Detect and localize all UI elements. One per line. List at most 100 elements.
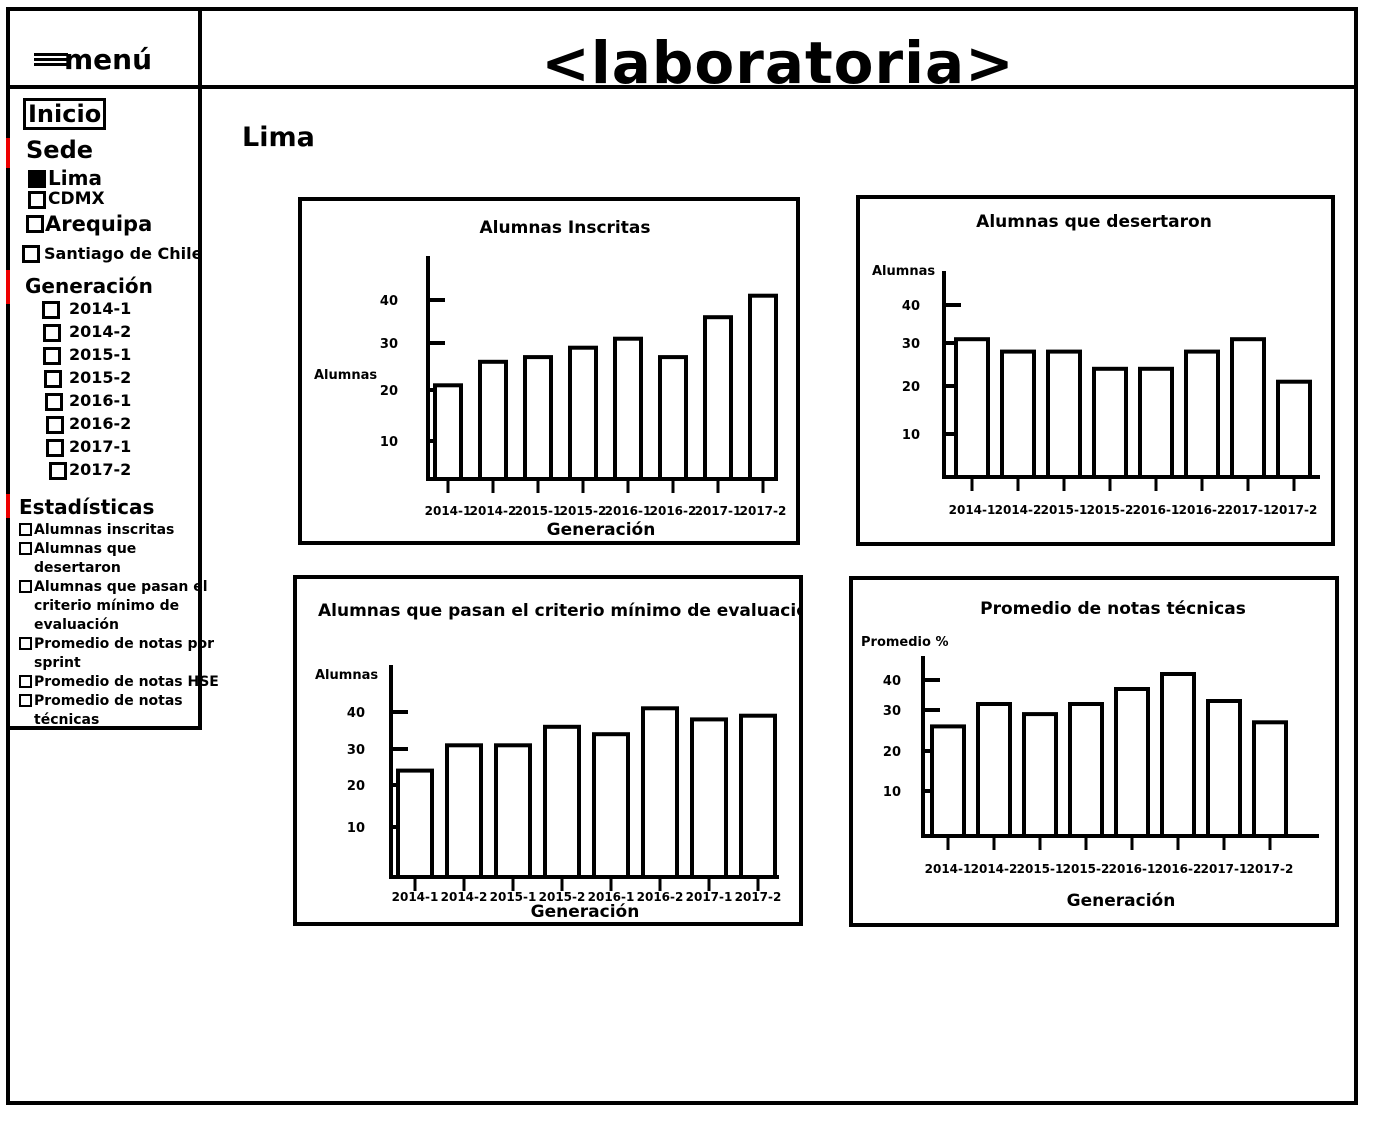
- generation-checkbox[interactable]: [42, 301, 60, 319]
- x-tick-label: 2017-2: [740, 504, 787, 518]
- stat-option-label[interactable]: Alumnas que: [34, 541, 137, 557]
- generation-checkbox[interactable]: [43, 347, 61, 365]
- y-tick-label: 10: [902, 428, 920, 443]
- bar: [1022, 712, 1058, 839]
- x-tick-label: 2015-1: [1041, 503, 1088, 517]
- x-tick-label: 2017-2: [1247, 862, 1294, 876]
- x-tick-label: 2017-1: [686, 890, 733, 904]
- bar: [1160, 672, 1196, 838]
- y-axis-label: Alumnas: [314, 368, 377, 383]
- stat-checkbox[interactable]: [19, 694, 32, 707]
- x-tick-label: 2015-2: [1087, 503, 1134, 517]
- bar: [748, 293, 778, 481]
- cdmx-checkbox[interactable]: [28, 191, 46, 209]
- bar: [1276, 379, 1312, 479]
- stat-checkbox[interactable]: [19, 542, 32, 555]
- generation-checkbox[interactable]: [45, 393, 63, 411]
- bar: [658, 355, 688, 482]
- y-tick-label: 40: [883, 674, 901, 689]
- stat-option-label[interactable]: Promedio de notas HSE: [34, 674, 219, 690]
- generation-checkbox[interactable]: [46, 416, 64, 434]
- bar: [1046, 349, 1082, 480]
- chart-promedio-tecnicas: Promedio de notas técnicas Promedio % Gene…: [849, 576, 1339, 927]
- santiago-label: Santiago de Chile: [44, 244, 203, 263]
- arequipa-label: Arequipa: [45, 212, 153, 236]
- section-marker: [6, 270, 10, 304]
- bar: [1138, 366, 1174, 479]
- bar: [1206, 699, 1242, 838]
- page-title: Lima: [242, 122, 315, 153]
- generation-checkbox[interactable]: [43, 324, 61, 342]
- arequipa-checkbox[interactable]: [26, 215, 44, 233]
- sidebar: [6, 89, 202, 730]
- cdmx-label: CDMX: [48, 189, 105, 209]
- bar: [954, 337, 990, 479]
- x-axis-label: Generación: [547, 520, 656, 540]
- y-tick-label: 30: [883, 704, 901, 719]
- santiago-checkbox[interactable]: [22, 245, 40, 263]
- stat-option-label[interactable]: sprint: [34, 655, 81, 671]
- sidebar-item-inicio[interactable]: Inicio: [23, 98, 107, 130]
- stat-checkbox[interactable]: [19, 580, 32, 593]
- bar: [1092, 366, 1128, 479]
- generation-checkbox[interactable]: [49, 462, 67, 480]
- generation-label: 2016-1: [69, 391, 132, 410]
- menu-label: menú: [64, 43, 153, 76]
- generation-checkbox[interactable]: [44, 370, 62, 388]
- bar: [641, 706, 679, 879]
- x-tick-label: 2014-1: [425, 504, 472, 518]
- bar: [592, 732, 630, 879]
- stat-checkbox[interactable]: [19, 637, 32, 650]
- y-tick-label: 20: [347, 779, 365, 794]
- stat-checkbox[interactable]: [19, 675, 32, 688]
- bar: [690, 717, 728, 879]
- bar: [396, 768, 434, 880]
- chart-title: Alumnas que pasan el criterio mínimo de …: [318, 601, 799, 621]
- generation-label: 2015-1: [69, 345, 132, 364]
- x-tick-label: 2015-1: [490, 890, 537, 904]
- y-tick-label: 10: [347, 821, 365, 836]
- x-tick-label: 2016-1: [1109, 862, 1156, 876]
- x-tick-label: 2017-1: [695, 504, 742, 518]
- stat-option-label[interactable]: Alumnas inscritas: [34, 522, 175, 538]
- y-tick-label: 10: [883, 785, 901, 800]
- stat-option-label[interactable]: Promedio de notas por: [34, 636, 215, 652]
- menu-button[interactable]: menú: [6, 7, 202, 89]
- estadisticas-heading: Estadísticas: [19, 495, 155, 519]
- stat-option-label[interactable]: Alumnas que pasan el: [34, 579, 208, 595]
- bar: [613, 336, 643, 481]
- x-tick-label: 2017-1: [1225, 503, 1272, 517]
- y-tick-label: 20: [883, 745, 901, 760]
- stat-option-label[interactable]: criterio mínimo de: [34, 598, 180, 614]
- stat-option-label[interactable]: evaluación: [34, 617, 119, 633]
- stat-option-label[interactable]: Promedio de notas: [34, 693, 183, 709]
- inicio-label: Inicio: [28, 100, 102, 128]
- lima-checkbox[interactable]: [28, 170, 46, 188]
- bar: [739, 713, 777, 879]
- x-tick-label: 2015-2: [1063, 862, 1110, 876]
- generation-checkbox[interactable]: [46, 439, 64, 457]
- x-tick-label: 2015-1: [515, 504, 562, 518]
- chart-svg: Alumnas que desertaron Alumnas 10 20 30 40 201…: [872, 212, 1320, 517]
- x-tick-label: 2014-2: [971, 862, 1018, 876]
- bar: [1000, 349, 1036, 480]
- bar: [1184, 349, 1220, 480]
- y-tick-label: 40: [380, 294, 398, 309]
- stat-checkbox[interactable]: [19, 523, 32, 536]
- bar: [1114, 687, 1150, 838]
- y-axis-label: Alumnas: [872, 264, 935, 279]
- stat-option-label[interactable]: desertaron: [34, 560, 121, 576]
- chart-alumnas-inscritas: Alumnas Inscritas Alumnas Generación 10 20 30…: [298, 197, 800, 545]
- x-tick-label: 2016-1: [1133, 503, 1180, 517]
- x-tick-label: 2017-2: [1271, 503, 1318, 517]
- stat-option-label[interactable]: técnicas: [34, 712, 100, 728]
- generation-label: 2014-1: [69, 299, 132, 318]
- y-tick-label: 30: [380, 337, 398, 352]
- x-axis-label: Generación: [531, 902, 640, 922]
- y-tick-label: 30: [902, 337, 920, 352]
- lima-label: Lima: [48, 166, 102, 190]
- x-tick-label: 2015-1: [1017, 862, 1064, 876]
- x-tick-label: 2016-1: [588, 890, 635, 904]
- x-tick-label: 2014-1: [925, 862, 972, 876]
- x-tick-label: 2015-2: [560, 504, 607, 518]
